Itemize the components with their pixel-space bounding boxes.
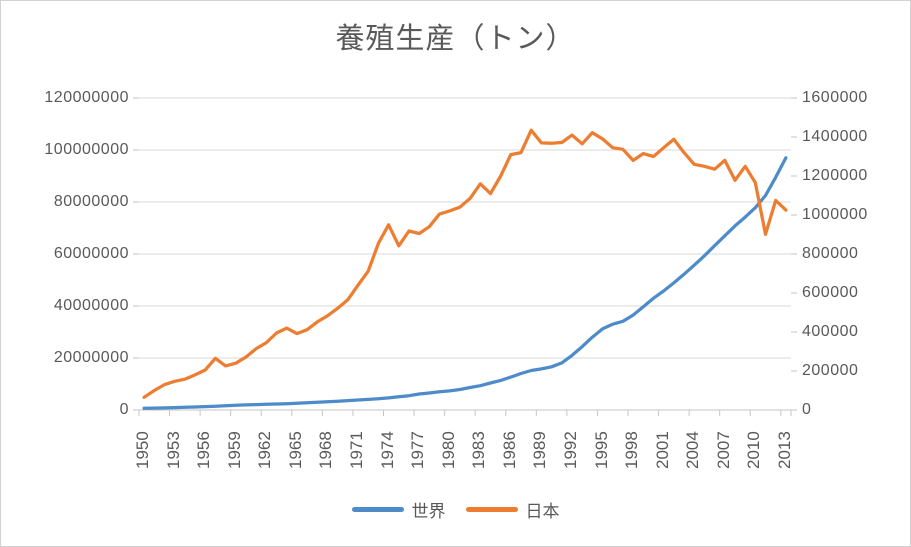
legend-line-swatch-world bbox=[351, 507, 404, 512]
legend-item-japan: 日本 bbox=[465, 497, 560, 522]
x-axis-tick-label: 1959 bbox=[224, 431, 244, 469]
x-axis-tick-label: 1950 bbox=[133, 431, 153, 469]
x-axis-tick-label: 1986 bbox=[499, 431, 519, 469]
legend-label-japan: 日本 bbox=[525, 502, 560, 521]
legend-line-swatch-japan bbox=[465, 507, 518, 512]
right-axis-tick-label: 1400000 bbox=[802, 128, 868, 145]
x-axis-tick-label: 2007 bbox=[713, 431, 733, 469]
right-axis-tick-label: 0 bbox=[802, 401, 812, 418]
right-axis-tick-label: 1200000 bbox=[802, 167, 868, 184]
right-axis-tick-label: 400000 bbox=[802, 323, 859, 340]
x-axis-tick-label: 1968 bbox=[316, 431, 336, 469]
x-axis-tick-label: 1953 bbox=[163, 431, 183, 469]
left-axis-tick-label: 40000000 bbox=[53, 297, 129, 314]
chart-title: 養殖生産（トン） bbox=[335, 23, 576, 55]
x-axis-tick-label: 1989 bbox=[530, 431, 550, 469]
x-axis-tick-label: 1965 bbox=[285, 431, 305, 469]
left-axis-tick-label: 120000000 bbox=[44, 89, 129, 106]
x-axis-tick-label: 1956 bbox=[194, 431, 214, 469]
x-axis-tick-label: 1998 bbox=[622, 431, 642, 469]
series-line-world bbox=[142, 156, 788, 410]
right-axis-tick-label: 600000 bbox=[802, 284, 859, 301]
left-axis-tick-label: 80000000 bbox=[53, 193, 129, 210]
right-axis-tick-label: 200000 bbox=[802, 362, 859, 379]
x-axis-tick-label: 1983 bbox=[469, 431, 489, 469]
legend: 世界 日本 bbox=[1, 497, 910, 522]
right-axis-tick-label: 800000 bbox=[802, 245, 859, 262]
x-axis-tick-label: 1995 bbox=[591, 431, 611, 469]
left-axis-tick-label: 0 bbox=[119, 401, 129, 418]
x-axis-tick-label: 1974 bbox=[377, 431, 397, 469]
right-axis-tick-label: 1600000 bbox=[802, 89, 868, 106]
series-line-japan bbox=[142, 128, 788, 399]
x-axis-tick-label: 1971 bbox=[347, 431, 367, 469]
x-axis-tick-label: 1992 bbox=[560, 431, 580, 469]
left-axis-tick-label: 100000000 bbox=[44, 141, 129, 158]
legend-label-world: 世界 bbox=[411, 502, 446, 521]
left-axis-tick-label: 20000000 bbox=[53, 349, 129, 366]
x-axis-tick-label: 1980 bbox=[438, 431, 458, 469]
legend-item-world: 世界 bbox=[351, 497, 446, 522]
x-axis-tick-label: 2010 bbox=[744, 431, 764, 469]
x-axis-tick-label: 2013 bbox=[774, 431, 794, 469]
x-axis-tick-label: 2001 bbox=[652, 431, 672, 469]
right-axis-tick-label: 1000000 bbox=[802, 206, 868, 223]
x-axis-tick-label: 2004 bbox=[683, 431, 703, 469]
left-axis-tick-label: 60000000 bbox=[53, 245, 129, 262]
x-axis-tick-label: 1962 bbox=[255, 431, 275, 469]
x-axis-tick-label: 1977 bbox=[408, 431, 428, 469]
